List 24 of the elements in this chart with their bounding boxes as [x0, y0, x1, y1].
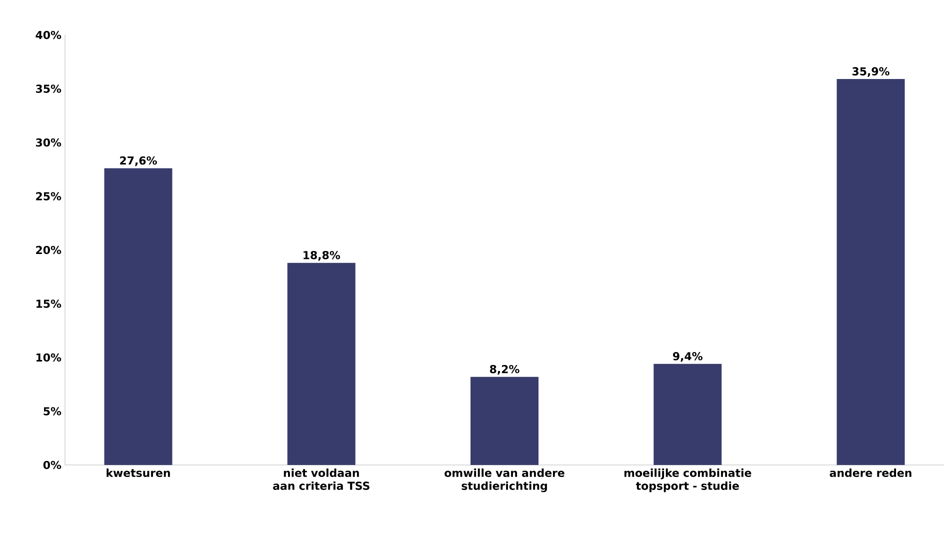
- data-label: 35,9%: [852, 67, 890, 77]
- y-tick-label: 35%: [36, 84, 62, 93]
- bar: [287, 262, 356, 465]
- x-tick-label: andere reden: [830, 468, 912, 477]
- y-tick-label: 40%: [36, 30, 62, 40]
- y-tick-label: 15%: [36, 300, 62, 308]
- y-tick-label: 30%: [36, 138, 62, 147]
- x-tick-label: omwille van andere studierichting: [444, 468, 564, 492]
- bar: [104, 168, 172, 465]
- data-label: 18,8%: [304, 251, 340, 261]
- bar: [836, 79, 905, 465]
- x-tick-label: moeilijke combinatie topsport - studie: [624, 468, 752, 492]
- y-tick-label: 10%: [36, 353, 62, 362]
- y-tick-label: 20%: [36, 246, 62, 254]
- data-label: 8,2%: [490, 364, 520, 375]
- y-tick-label: 0%: [43, 460, 62, 470]
- data-label: 9,4%: [672, 352, 702, 362]
- y-tick-label: 5%: [44, 407, 62, 416]
- bar: [470, 376, 539, 465]
- data-label: 27,6%: [120, 156, 157, 166]
- y-tick-label: 25%: [36, 192, 62, 200]
- x-tick-label: kwetsuren: [106, 468, 170, 477]
- bar: [654, 364, 722, 465]
- x-tick-label: niet voldaan aan criteria TSS: [273, 468, 370, 490]
